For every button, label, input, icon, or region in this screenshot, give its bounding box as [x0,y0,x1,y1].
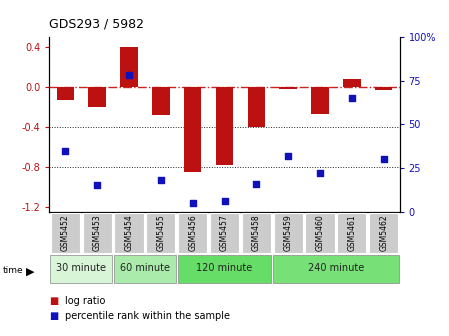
Text: ■: ■ [49,296,59,306]
Point [125,73,132,78]
Bar [369,213,398,253]
Bar [343,79,361,87]
Text: time: time [2,266,23,275]
Text: 240 minute: 240 minute [308,263,364,273]
Bar [178,255,271,283]
Bar [273,255,399,283]
Text: ■: ■ [49,311,59,321]
Point [348,95,356,101]
Bar [152,87,170,115]
Bar [50,255,112,283]
Text: GSM5455: GSM5455 [156,214,165,251]
Bar [273,213,303,253]
Point [221,199,228,204]
Text: GSM5461: GSM5461 [348,214,357,251]
Bar [375,87,392,90]
Text: GSM5459: GSM5459 [284,214,293,251]
Bar [83,213,112,253]
Bar [242,213,271,253]
Text: percentile rank within the sample: percentile rank within the sample [65,311,230,321]
Text: 120 minute: 120 minute [196,263,253,273]
Bar [305,213,335,253]
Text: GSM5458: GSM5458 [252,214,261,251]
Text: log ratio: log ratio [65,296,106,306]
Point [62,148,69,153]
Bar [114,255,176,283]
Text: GDS293 / 5982: GDS293 / 5982 [49,17,145,30]
Text: GSM5460: GSM5460 [316,214,325,251]
Point [380,157,387,162]
Bar [51,213,80,253]
Text: 60 minute: 60 minute [120,263,170,273]
Bar [178,213,207,253]
Point [317,171,324,176]
Text: GSM5456: GSM5456 [188,214,197,251]
Text: GSM5457: GSM5457 [220,214,229,251]
Text: ▶: ▶ [26,266,35,276]
Bar [311,87,329,114]
Bar [114,213,144,253]
Bar [216,87,233,165]
Bar [88,87,106,107]
Text: GSM5462: GSM5462 [379,214,388,251]
Point [189,200,196,206]
Bar [184,87,202,172]
Text: GSM5452: GSM5452 [61,214,70,251]
Bar [57,87,74,100]
Text: GSM5454: GSM5454 [124,214,133,251]
Bar [337,213,366,253]
Point [285,153,292,159]
Bar [146,213,176,253]
Bar [120,47,138,87]
Point [157,177,164,183]
Bar [210,213,239,253]
Point [93,183,101,188]
Text: GSM5453: GSM5453 [92,214,101,251]
Bar [279,87,297,89]
Bar [247,87,265,127]
Text: 30 minute: 30 minute [56,263,106,273]
Point [253,181,260,186]
